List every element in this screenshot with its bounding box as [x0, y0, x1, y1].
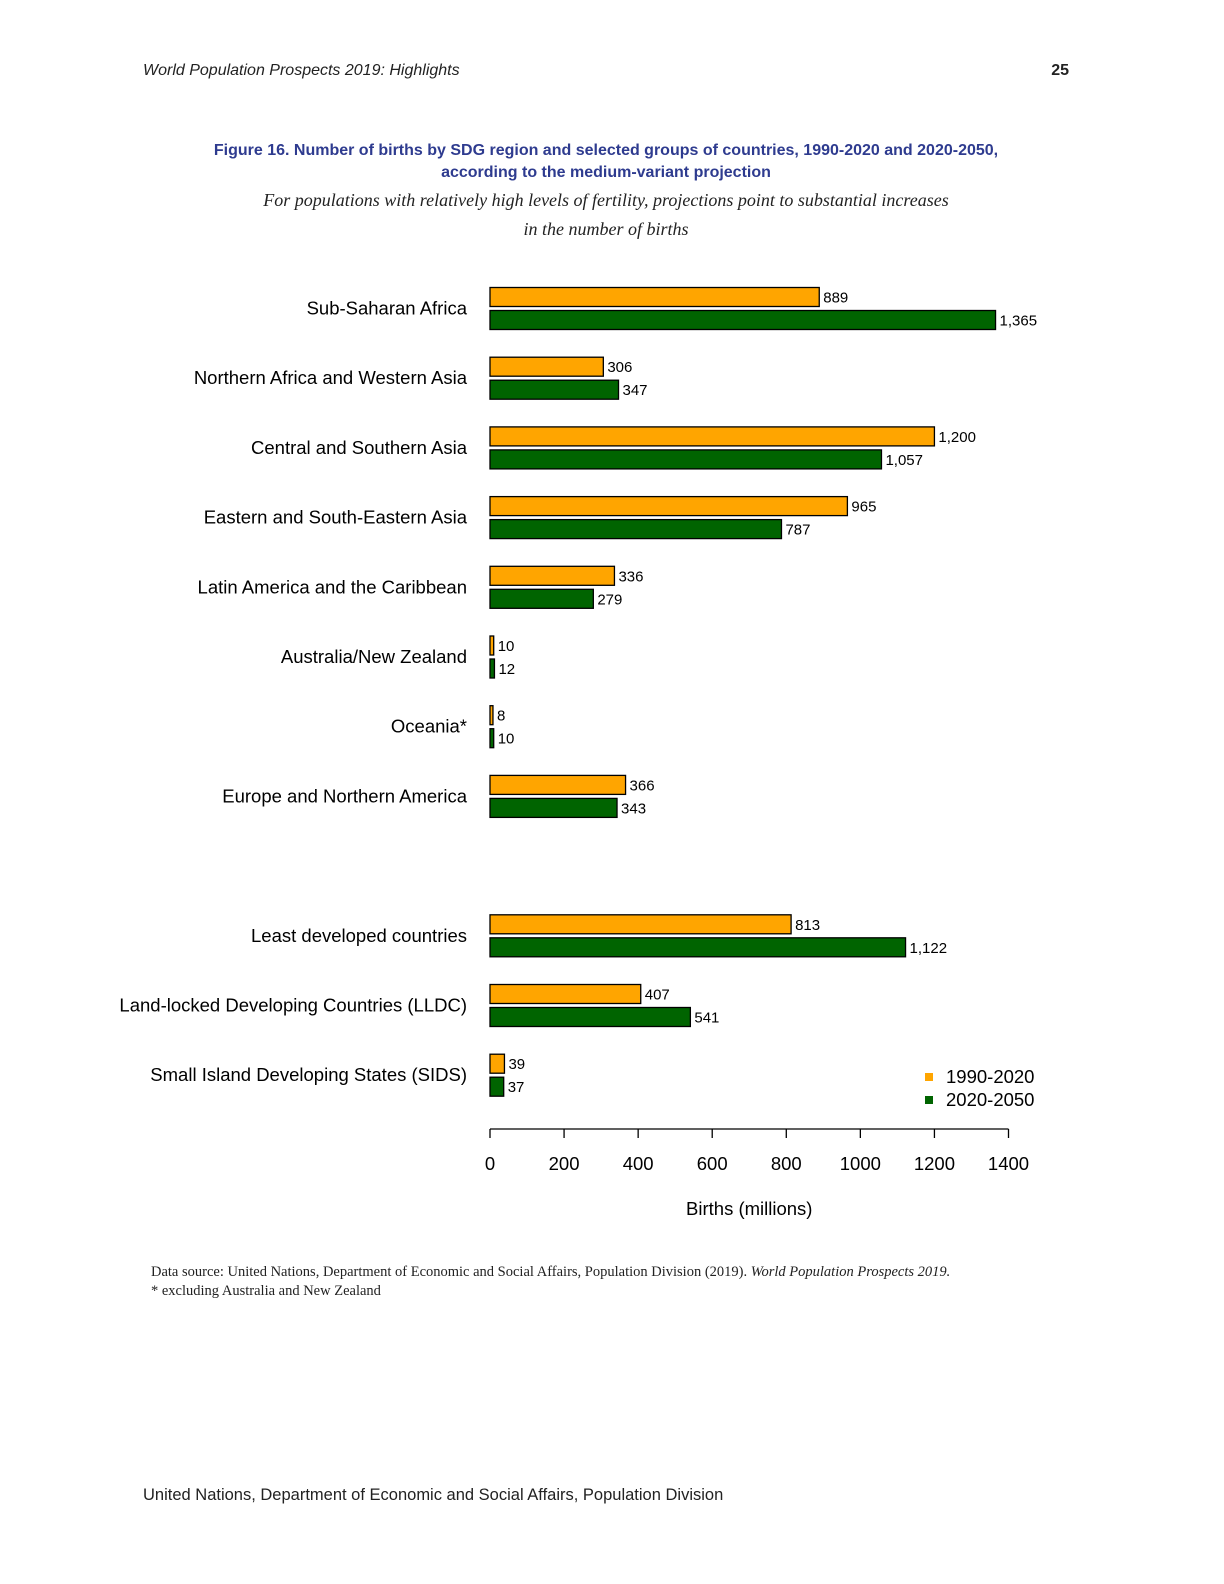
- source-prefix: Data source: United Nations, Department …: [151, 1264, 751, 1280]
- bar: [489, 565, 616, 586]
- legend-swatch: [925, 1096, 933, 1104]
- data-label: 306: [607, 359, 632, 376]
- data-label: 787: [785, 522, 810, 539]
- data-label: 336: [618, 568, 643, 585]
- x-tick-label: 1000: [840, 1153, 881, 1174]
- data-label: 1,200: [938, 429, 976, 446]
- page-footer: United Nations, Department of Economic a…: [143, 1486, 724, 1504]
- x-tick-label: 1400: [988, 1153, 1029, 1174]
- figure-title: Figure 16. Number of births by SDG regio…: [100, 140, 1112, 184]
- data-label: 813: [795, 917, 820, 934]
- bar: [489, 914, 792, 935]
- footnote: * excluding Australia and New Zealand: [151, 1283, 381, 1299]
- category-label: Europe and Northern America: [222, 785, 467, 806]
- category-label: Land-locked Developing Countries (LLDC): [119, 995, 467, 1016]
- data-label: 407: [645, 987, 670, 1004]
- bar: [489, 705, 494, 726]
- data-source-note: Data source: United Nations, Department …: [151, 1263, 950, 1301]
- bar: [489, 774, 627, 796]
- bar: [489, 309, 997, 331]
- legend-label: 2020-2050: [946, 1089, 1034, 1110]
- x-tick-label: 400: [623, 1153, 654, 1174]
- x-tick-label: 200: [549, 1153, 580, 1174]
- figure-subtitle-line-2: in the number of births: [523, 219, 689, 239]
- running-title: World Population Prospects 2019: Highlig…: [143, 62, 460, 79]
- data-label: 1,365: [1000, 313, 1038, 330]
- x-tick-label: 600: [697, 1153, 728, 1174]
- category-label: Central and Southern Asia: [251, 437, 468, 458]
- bar: [489, 728, 495, 749]
- data-label: 8: [497, 708, 505, 725]
- data-label: 12: [498, 661, 515, 678]
- category-label: Northern Africa and Western Asia: [194, 367, 468, 388]
- x-tick-label: 800: [771, 1153, 802, 1174]
- bar: [489, 356, 604, 377]
- data-label: 39: [508, 1056, 525, 1073]
- data-label: 10: [498, 731, 515, 748]
- bar: [489, 1006, 692, 1028]
- bar: [489, 1053, 506, 1074]
- x-tick-label: 1200: [914, 1153, 955, 1174]
- page-number: 25: [1051, 62, 1069, 79]
- bar: [489, 635, 495, 656]
- data-label: 366: [630, 777, 655, 794]
- bar: [489, 286, 820, 308]
- data-label: 343: [621, 800, 646, 817]
- data-label: 965: [851, 499, 876, 516]
- bar: [489, 797, 618, 819]
- data-label: 279: [597, 591, 622, 608]
- bar: [489, 983, 642, 1005]
- category-label: Eastern and South-Eastern Asia: [204, 507, 468, 528]
- category-label: Sub-Saharan Africa: [307, 298, 468, 319]
- bar: [489, 449, 883, 470]
- bar: [489, 426, 936, 447]
- category-label: Oceania*: [391, 716, 467, 737]
- source-title: World Population Prospects 2019.: [750, 1264, 951, 1280]
- data-label: 1,057: [885, 452, 923, 469]
- bar: [489, 588, 594, 609]
- legend-label: 1990-2020: [946, 1066, 1034, 1087]
- x-axis-label: Births (millions): [686, 1198, 812, 1219]
- figure-subtitle-line-1: For populations with relatively high lev…: [263, 190, 949, 210]
- data-label: 347: [623, 382, 648, 399]
- category-label: Least developed countries: [251, 925, 467, 946]
- category-label: Latin America and the Caribbean: [198, 576, 467, 597]
- bar: [489, 937, 907, 958]
- legend-swatch: [925, 1073, 933, 1081]
- bar: [489, 1076, 505, 1097]
- figure-title-line-1: Figure 16. Number of births by SDG regio…: [213, 142, 999, 159]
- data-label: 889: [823, 290, 848, 307]
- data-label: 10: [498, 638, 515, 655]
- data-label: 37: [508, 1079, 525, 1096]
- data-label: 1,122: [910, 940, 948, 957]
- bar: [489, 495, 849, 517]
- figure-subtitle: For populations with relatively high lev…: [150, 186, 1062, 244]
- category-label: Australia/New Zealand: [281, 646, 467, 667]
- category-label: Small Island Developing States (SIDS): [150, 1064, 467, 1085]
- bar: [489, 518, 783, 540]
- bar: [489, 379, 620, 400]
- figure-title-line-2: according to the medium-variant projecti…: [441, 164, 771, 181]
- x-tick-label: 0: [485, 1153, 495, 1174]
- data-label: 541: [694, 1010, 719, 1027]
- bar: [489, 658, 496, 679]
